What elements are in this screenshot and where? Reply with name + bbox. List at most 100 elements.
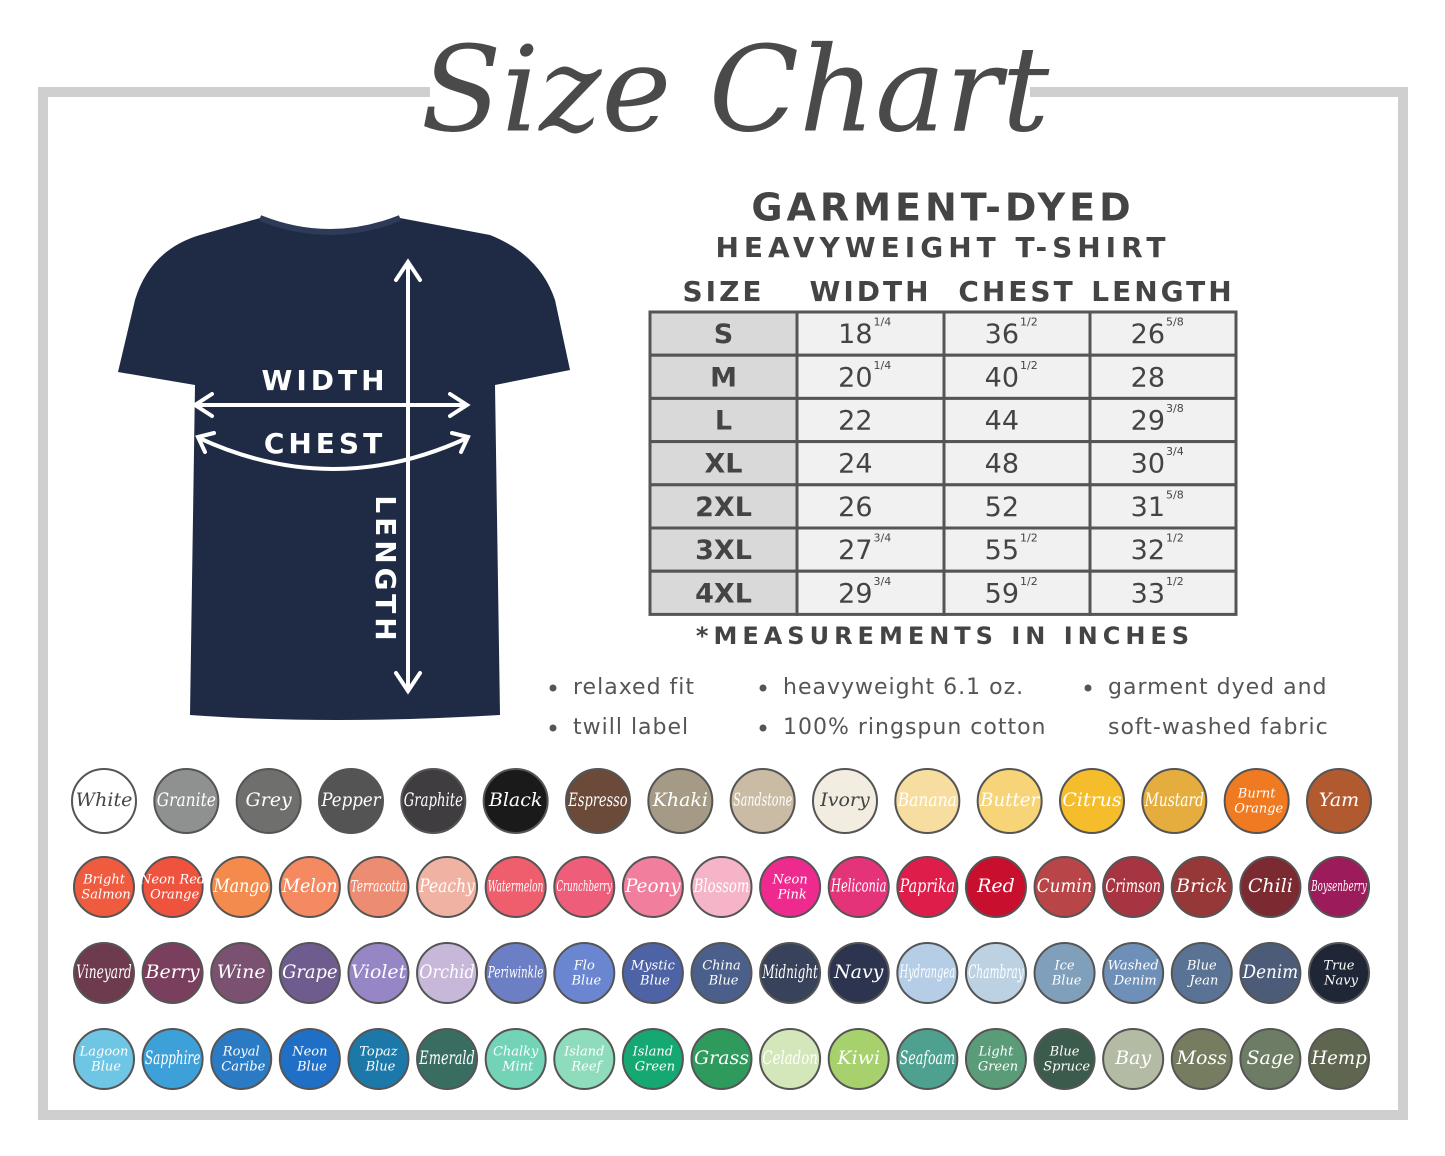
color-name: Cumin <box>1037 875 1093 897</box>
measurement: 55 <box>985 535 1019 566</box>
color-name: Violet <box>351 961 407 983</box>
feature-text: relaxed fit <box>573 675 695 700</box>
color-swatch <box>71 768 137 834</box>
table-cell <box>942 396 1092 444</box>
color-name: Chili <box>1248 875 1293 897</box>
color-swatch <box>484 856 547 918</box>
color-swatch <box>964 856 1027 918</box>
color-swatch <box>690 856 753 918</box>
feature-text: soft-washed fabric <box>1108 715 1329 740</box>
table-cell <box>648 353 799 400</box>
product-line-1: GARMENT-DYED <box>751 186 1134 230</box>
color-swatch <box>1170 856 1233 918</box>
title-backdrop <box>430 60 1030 140</box>
color-name: Grass <box>694 1047 749 1069</box>
size-label: S <box>714 319 733 350</box>
color-swatch <box>1239 856 1302 918</box>
feature-text: garment dyed and <box>1108 675 1328 700</box>
measurement: 30 <box>1131 449 1165 480</box>
color-swatch <box>1223 768 1290 834</box>
collar <box>258 215 402 235</box>
color-swatch <box>690 1028 753 1090</box>
color-name: Boysenberry <box>1311 877 1367 895</box>
table-cell <box>942 569 1092 616</box>
color-name: Khaki <box>652 789 708 811</box>
color-name: Navy <box>833 961 884 983</box>
measurement-fraction: 1/4 <box>874 316 892 329</box>
color-swatch <box>235 768 302 834</box>
color-name: Peony <box>624 875 681 897</box>
color-name: Hemp <box>1310 1047 1366 1069</box>
color-name: Crunchberry <box>557 877 613 895</box>
color-swatch <box>482 768 549 834</box>
color-name: Ivory <box>819 789 870 811</box>
color-swatch <box>1306 768 1372 834</box>
measurement: 40 <box>985 362 1019 393</box>
color-name: Island Green <box>631 1044 676 1074</box>
color-name: Bright Salmon <box>77 872 130 902</box>
arrows <box>191 258 471 695</box>
size-label: L <box>715 406 732 437</box>
note: *MEASUREMENTS IN INCHES <box>696 622 1194 650</box>
measurement-fraction: 1/2 <box>1166 575 1184 588</box>
color-swatch <box>759 1028 822 1090</box>
color-swatch <box>964 1028 1027 1090</box>
size-label: 3XL <box>695 535 752 566</box>
color-name: Melon <box>281 875 337 897</box>
color-swatch <box>759 942 822 1004</box>
color-name: Watermelon <box>488 877 544 896</box>
chest-label: CHEST <box>264 427 386 460</box>
table-cell <box>1088 526 1238 573</box>
measurement: 29 <box>1131 406 1165 437</box>
color-name: Emerald <box>419 1047 475 1069</box>
measurement: 18 <box>838 319 872 350</box>
color-name: Ice Blue <box>1048 958 1082 988</box>
color-swatch <box>1059 768 1125 834</box>
color-name: Pepper <box>321 789 383 811</box>
table-cell <box>648 526 799 573</box>
color-name: Mango <box>213 875 269 897</box>
table-cell <box>648 440 799 487</box>
column-header: LENGTH <box>1091 275 1234 308</box>
measurement-fraction: 5/8 <box>1166 488 1184 501</box>
table-cell <box>1088 569 1238 616</box>
title: Size Chart <box>421 21 1050 159</box>
measurement: 33 <box>1131 578 1165 609</box>
color-swatch <box>347 856 410 918</box>
measurement-fraction: 5/8 <box>1166 316 1184 329</box>
color-name: Bay <box>1114 1047 1151 1069</box>
color-swatch <box>1141 768 1208 834</box>
feature-text: 100% ringspun cotton <box>783 715 1046 740</box>
color-name: Island Reef <box>563 1044 604 1074</box>
color-name: Berry <box>145 961 200 983</box>
table-cell <box>795 483 946 530</box>
color-swatch <box>484 942 547 1004</box>
color-name: Yam <box>1319 789 1359 811</box>
color-name: Periwinkle <box>487 963 543 982</box>
feature-text: twill label <box>573 715 689 740</box>
size-label: 2XL <box>695 492 752 523</box>
color-name: Blue Jean <box>1185 958 1218 988</box>
color-name: Midnight <box>762 961 818 983</box>
color-swatch <box>647 768 714 834</box>
table-cell <box>942 440 1092 487</box>
measurement: 32 <box>1131 535 1165 566</box>
color-name: Chalky Mint <box>493 1044 539 1074</box>
color-swatch <box>278 1028 341 1090</box>
color-swatch <box>73 1028 135 1090</box>
color-name: Vineyard <box>76 961 132 983</box>
table-cell <box>795 569 946 616</box>
color-swatch <box>210 942 273 1004</box>
color-name: True Navy <box>1320 958 1359 988</box>
measurement-fraction: 3/8 <box>1166 402 1184 415</box>
color-swatch <box>484 1028 547 1090</box>
color-name: Topaz Blue <box>359 1044 398 1074</box>
color-swatch <box>318 768 384 834</box>
color-name: Espresso <box>568 789 628 811</box>
table-cell <box>1088 483 1238 530</box>
measurement: 48 <box>985 449 1019 480</box>
color-swatch <box>1102 942 1165 1004</box>
measurement: 20 <box>838 362 872 393</box>
measurement-fraction: 1/2 <box>1166 532 1184 545</box>
